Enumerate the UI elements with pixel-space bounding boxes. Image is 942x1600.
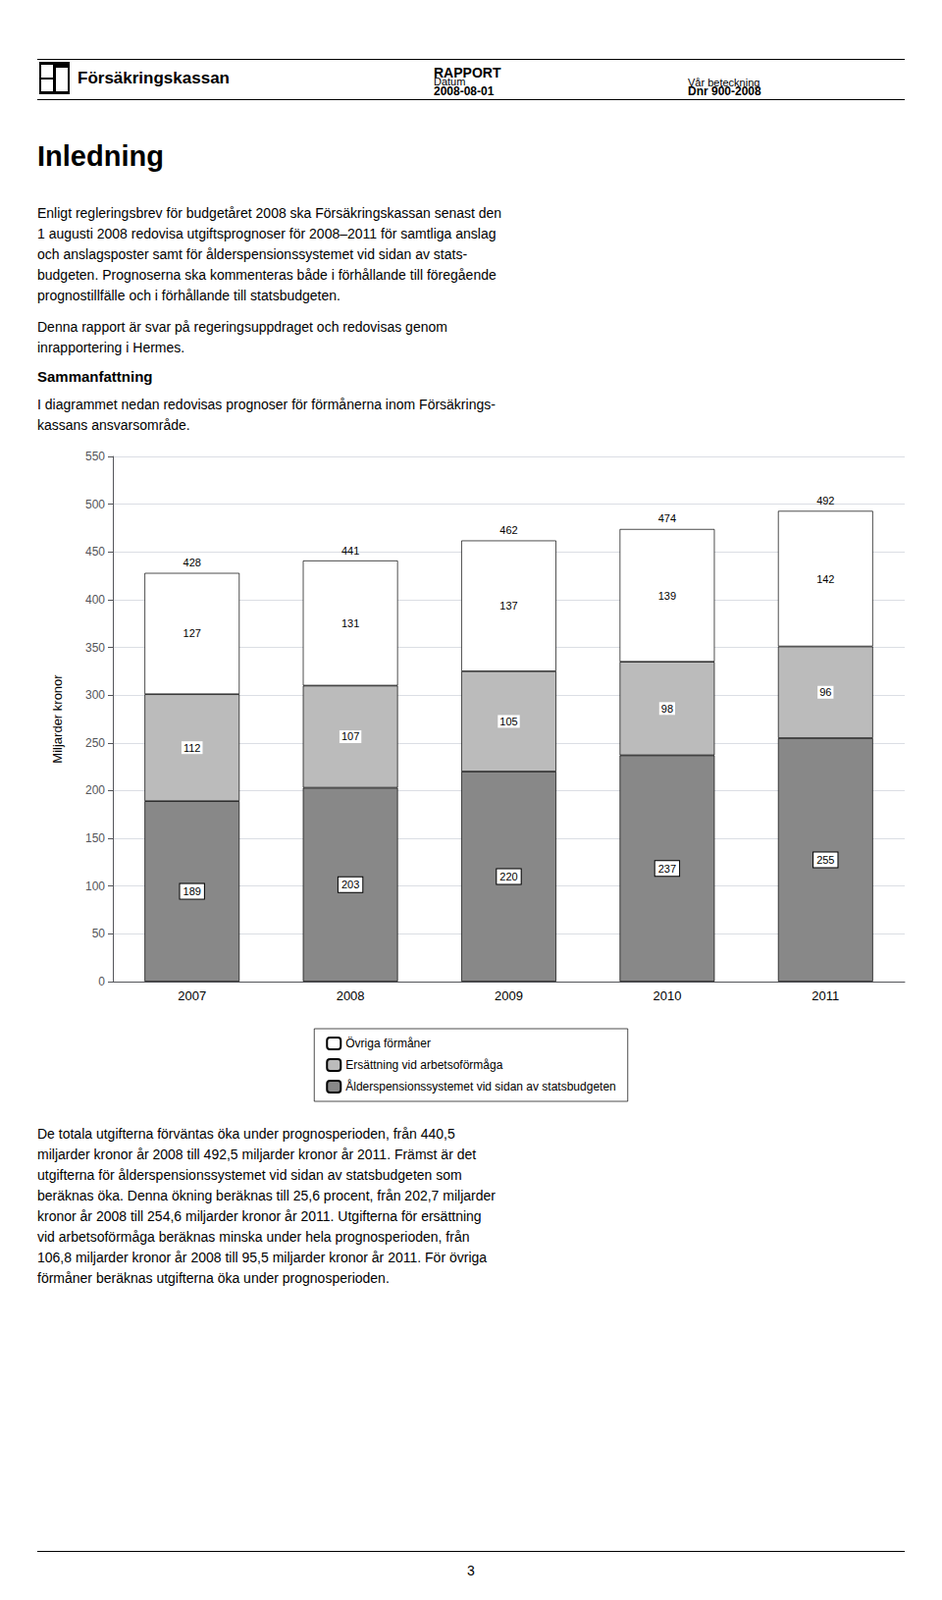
- svg-text:2008: 2008: [336, 988, 366, 1003]
- svg-text:2011: 2011: [811, 988, 839, 1003]
- svg-text:220: 220: [499, 870, 518, 883]
- html-text:RAPPORT: RAPPORT: [433, 64, 501, 81]
- svg-text:250: 250: [85, 735, 105, 750]
- svg-text:105: 105: [499, 715, 518, 728]
- html-text:Inledning: Inledning: [37, 140, 164, 172]
- svg-text:400: 400: [85, 592, 105, 607]
- svg-text:2010: 2010: [652, 988, 681, 1003]
- svg-text:237: 237: [658, 862, 677, 875]
- html-text:2008-08-01: 2008-08-01: [433, 84, 494, 99]
- svg-text:350: 350: [85, 640, 105, 655]
- svg-text:189: 189: [183, 885, 202, 897]
- html-text:Enligt regleringsbrev för budg: Enligt regleringsbrev för budgetåret 200…: [37, 205, 502, 304]
- svg-text:150: 150: [85, 831, 105, 845]
- svg-text:300: 300: [85, 687, 105, 702]
- svg-text:492: 492: [816, 494, 835, 507]
- html-text:De totala utgifterna förväntas: De totala utgifterna förväntas öka under…: [37, 1125, 496, 1286]
- svg-text:107: 107: [341, 730, 360, 742]
- svg-text:200: 200: [85, 783, 105, 797]
- svg-text:462: 462: [499, 523, 518, 536]
- svg-text:203: 203: [341, 878, 360, 890]
- svg-text:550: 550: [85, 449, 105, 464]
- html-text:Denna rapport är svar på reger: Denna rapport är svar på regeringsuppdra…: [37, 318, 448, 356]
- svg-text:428: 428: [183, 556, 202, 569]
- svg-text:500: 500: [85, 497, 105, 512]
- html-text:Datum: Datum: [433, 75, 466, 88]
- html-text:Sammanfattning: Sammanfattning: [37, 367, 153, 385]
- svg-text:0: 0: [98, 974, 105, 989]
- svg-text:441: 441: [341, 544, 360, 557]
- svg-text:100: 100: [85, 879, 105, 893]
- svg-text:112: 112: [183, 741, 202, 754]
- html-text:I diagrammet nedan redovisas p: I diagrammet nedan redovisas prognoser f…: [37, 396, 496, 433]
- svg-text:139: 139: [658, 589, 677, 602]
- svg-text:255: 255: [816, 853, 835, 866]
- svg-text:142: 142: [816, 573, 835, 585]
- svg-text:98: 98: [661, 702, 674, 715]
- svg-text:131: 131: [341, 617, 360, 629]
- svg-text:50: 50: [92, 926, 106, 941]
- svg-text:96: 96: [819, 685, 832, 698]
- svg-text:Övriga förmåner: Övriga förmåner: [345, 1036, 431, 1050]
- svg-text:137: 137: [499, 599, 518, 612]
- svg-text:Miljarder kronor: Miljarder kronor: [50, 674, 65, 764]
- svg-text:474: 474: [658, 512, 677, 524]
- svg-text:Ersättning vid arbetsoförmåga: Ersättning vid arbetsoförmåga: [345, 1057, 503, 1072]
- svg-text:2007: 2007: [177, 988, 207, 1003]
- svg-text:2009: 2009: [494, 988, 524, 1003]
- svg-text:Ålderspensionssystemet vid sid: Ålderspensionssystemet vid sidan av stat…: [345, 1078, 616, 1094]
- html-text:Dnr 900-2008: Dnr 900-2008: [687, 84, 762, 99]
- svg-text:450: 450: [85, 544, 105, 559]
- html-text:3: 3: [467, 1562, 475, 1578]
- svg-text:127: 127: [183, 627, 202, 639]
- html-text:Försäkringskassan: Försäkringskassan: [77, 68, 230, 88]
- html-text:Vår beteckning: Vår beteckning: [687, 76, 760, 89]
